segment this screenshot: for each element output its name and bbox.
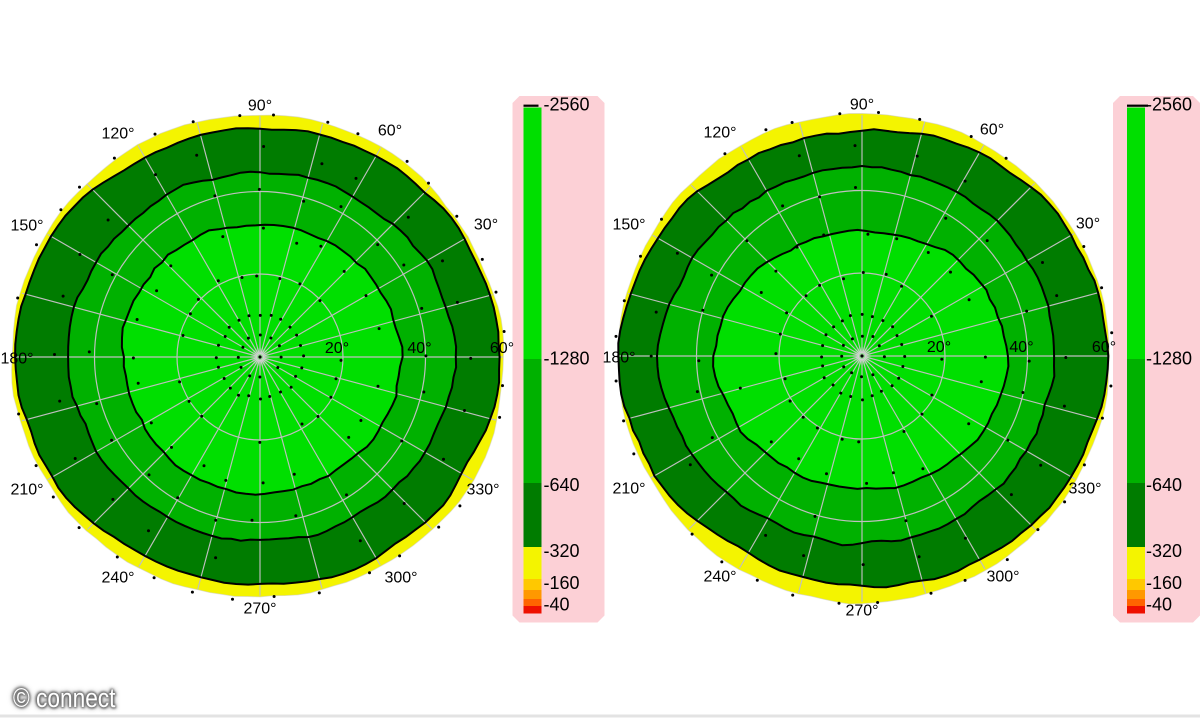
svg-text:240°: 240° <box>703 569 736 586</box>
svg-text:210°: 210° <box>612 481 645 498</box>
svg-text:150°: 150° <box>612 217 645 234</box>
svg-text:210°: 210° <box>10 482 43 499</box>
svg-text:-1280: -1280 <box>1146 349 1192 369</box>
svg-text:180°: 180° <box>602 350 635 367</box>
svg-text:-160: -160 <box>1146 573 1182 593</box>
svg-text:90°: 90° <box>850 97 874 114</box>
svg-text:30°: 30° <box>474 217 498 234</box>
svg-text:150°: 150° <box>10 218 43 235</box>
svg-text:330°: 330° <box>1068 481 1101 498</box>
svg-text:-640: -640 <box>1146 475 1182 495</box>
svg-text:330°: 330° <box>466 482 499 499</box>
svg-text:40°: 40° <box>407 340 431 357</box>
svg-text:120°: 120° <box>703 125 736 142</box>
svg-text:40°: 40° <box>1009 339 1033 356</box>
svg-text:60°: 60° <box>490 340 514 357</box>
svg-text:-320: -320 <box>544 541 580 561</box>
svg-text:-640: -640 <box>544 475 580 495</box>
svg-text:20°: 20° <box>927 339 951 356</box>
svg-text:120°: 120° <box>101 126 134 143</box>
svg-text:180°: 180° <box>0 351 33 368</box>
svg-text:270°: 270° <box>845 603 878 620</box>
svg-text:240°: 240° <box>101 570 134 587</box>
svg-text:-40: -40 <box>1146 595 1172 615</box>
svg-text:270°: 270° <box>243 601 276 618</box>
svg-text:-40: -40 <box>544 595 570 615</box>
svg-text:300°: 300° <box>384 570 417 587</box>
svg-text:-1280: -1280 <box>544 349 590 369</box>
svg-text:-160: -160 <box>544 573 580 593</box>
svg-text:-2560: -2560 <box>544 95 590 115</box>
svg-text:-2560: -2560 <box>1146 95 1192 115</box>
svg-text:60°: 60° <box>1092 339 1116 356</box>
svg-text:90°: 90° <box>248 98 272 115</box>
svg-text:60°: 60° <box>378 123 402 140</box>
svg-text:60°: 60° <box>980 122 1004 139</box>
svg-text:300°: 300° <box>986 569 1019 586</box>
svg-text:30°: 30° <box>1076 216 1100 233</box>
svg-text:20°: 20° <box>325 340 349 357</box>
svg-text:-320: -320 <box>1146 541 1182 561</box>
